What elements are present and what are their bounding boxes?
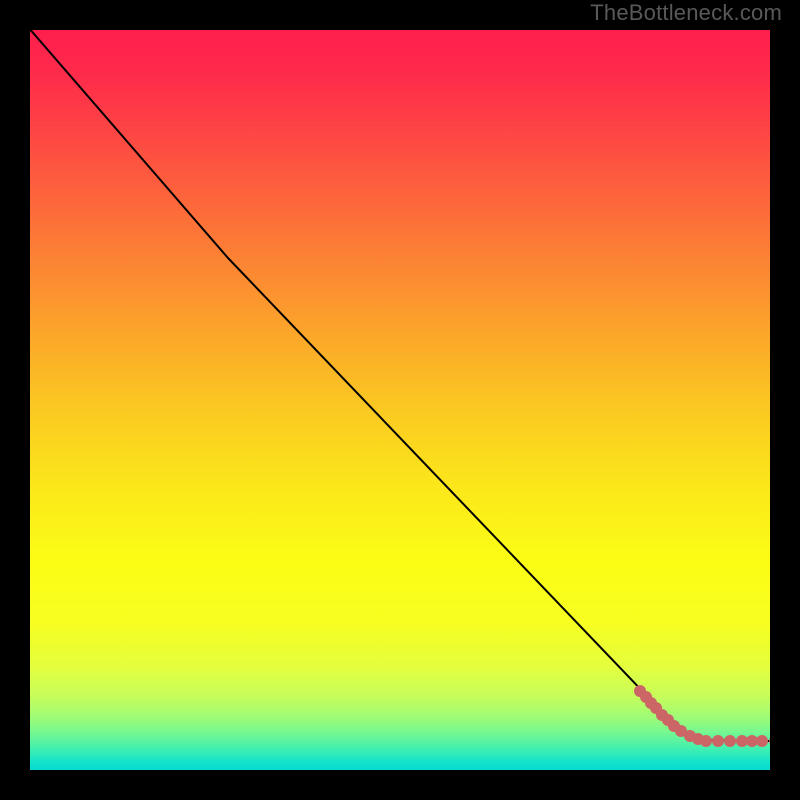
attribution-label: TheBottleneck.com: [590, 0, 782, 26]
data-marker: [700, 735, 712, 747]
data-marker: [756, 735, 768, 747]
data-marker: [712, 735, 724, 747]
gradient-background: [30, 30, 770, 770]
bottleneck-chart: [30, 30, 770, 770]
data-marker: [724, 735, 736, 747]
